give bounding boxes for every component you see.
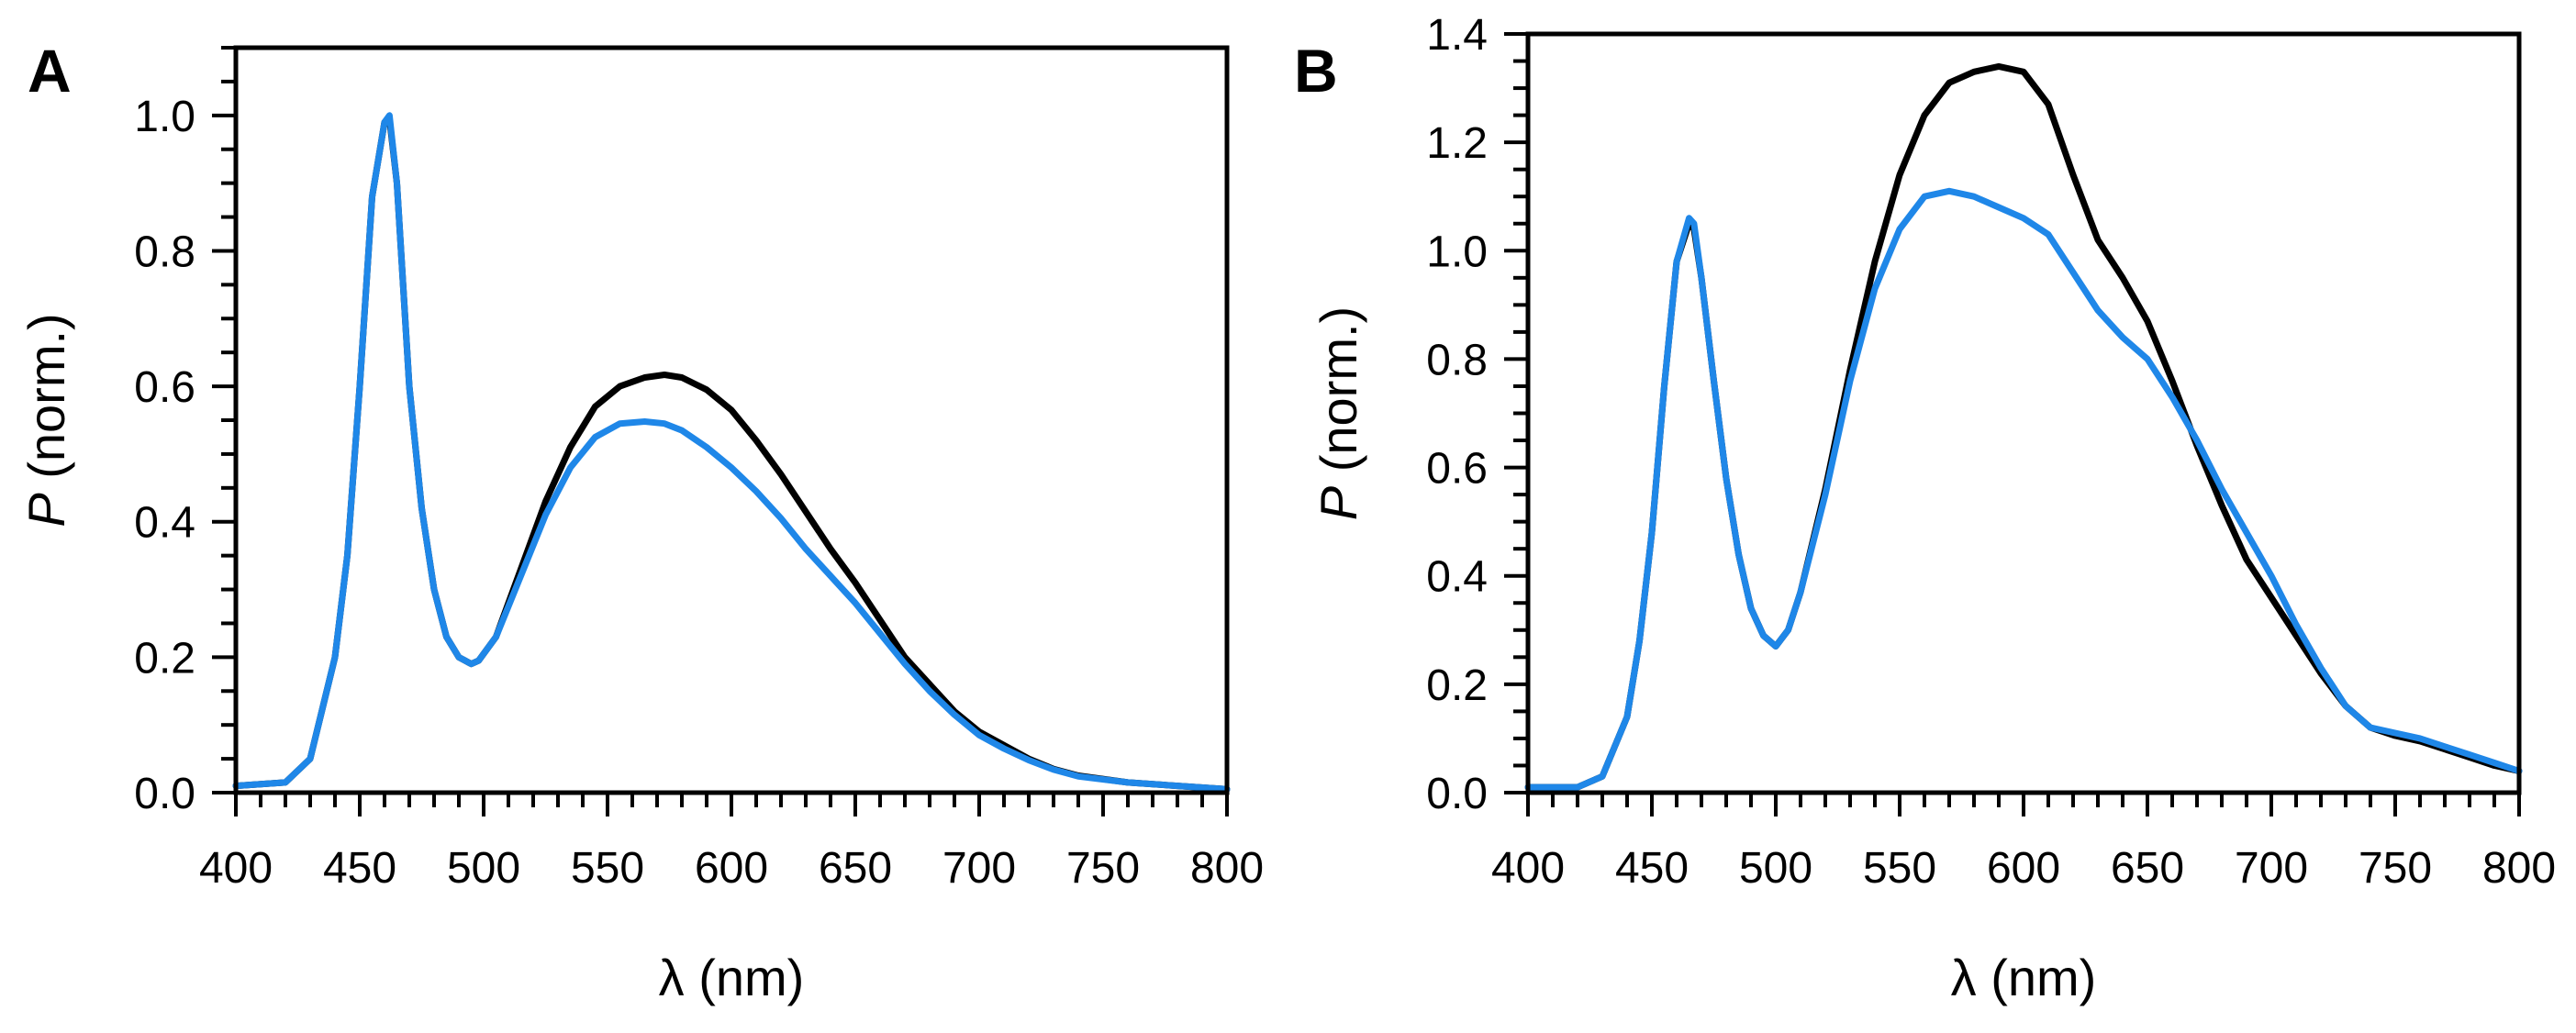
x-tick-label: 500 xyxy=(447,844,520,893)
x-tick-label: 450 xyxy=(1615,844,1689,893)
x-tick-label: 450 xyxy=(323,844,396,893)
x-tick-label: 800 xyxy=(1190,844,1264,893)
x-axis-label: λ (nm) xyxy=(1951,949,2097,1006)
panel-letter: A xyxy=(28,37,72,105)
x-tick-label: 400 xyxy=(1491,844,1565,893)
y-tick-label: 0.6 xyxy=(134,363,195,412)
y-axis-label-unit: (norm.) xyxy=(17,313,75,493)
x-axis-label: λ (nm) xyxy=(659,949,805,1006)
y-axis-label-symbol: P xyxy=(1310,486,1367,520)
y-tick-label: 0.4 xyxy=(134,499,195,548)
plot-frame xyxy=(1525,31,2522,795)
x-tick-label: 550 xyxy=(1863,844,1936,893)
y-tick-label: 0.8 xyxy=(1426,336,1488,384)
y-tick-label: 0.0 xyxy=(134,770,195,818)
y-tick-label: 0.0 xyxy=(1426,770,1488,818)
y-tick-label: 1.2 xyxy=(1426,119,1488,168)
x-tick-label: 600 xyxy=(695,844,768,893)
x-tick-label: 600 xyxy=(1987,844,2060,893)
series-line-blue xyxy=(1524,187,2523,791)
y-tick-label: 0.4 xyxy=(1426,553,1488,602)
y-tick-label: 0.2 xyxy=(1426,661,1488,710)
x-tick-label: 700 xyxy=(2235,844,2308,893)
y-tick-label: 1.4 xyxy=(1426,11,1488,60)
series-line-black xyxy=(1524,62,2523,791)
x-tick-label: 650 xyxy=(2111,844,2184,893)
x-tick-label: 650 xyxy=(819,844,892,893)
y-tick-label: 1.0 xyxy=(1426,228,1488,276)
y-tick-label: 0.6 xyxy=(1426,445,1488,494)
x-tick-label: 800 xyxy=(2482,844,2556,893)
y-axis-label-unit: (norm.) xyxy=(1310,306,1367,486)
x-tick-label: 400 xyxy=(199,844,273,893)
panel-a: 400 450 500 550 600 650 700 750 800 0.0 0.2 0.4 0.6 0… xyxy=(17,37,1264,1006)
y-tick-label: 0.2 xyxy=(134,634,195,683)
series-line-black xyxy=(232,116,1231,793)
x-tick-label: 750 xyxy=(1066,844,1140,893)
y-axis-label: P (norm.) xyxy=(1310,306,1367,520)
x-tick-label: 700 xyxy=(942,844,1016,893)
y-axis-label-symbol: P xyxy=(17,493,75,527)
x-tick-label: 500 xyxy=(1739,844,1812,893)
panel-letter: B xyxy=(1294,37,1338,105)
plot-frame xyxy=(233,45,1230,795)
y-tick-label: 0.8 xyxy=(134,228,195,276)
panel-b: 400 450 500 550 600 650 700 750 800 0.0 0.2 0.4 0.6 0… xyxy=(1294,11,2556,1006)
y-axis-label: P (norm.) xyxy=(17,313,75,527)
y-tick-label: 1.0 xyxy=(134,93,195,141)
x-tick-label: 750 xyxy=(2359,844,2432,893)
x-tick-label: 550 xyxy=(571,844,644,893)
series-line-blue xyxy=(232,112,1231,793)
